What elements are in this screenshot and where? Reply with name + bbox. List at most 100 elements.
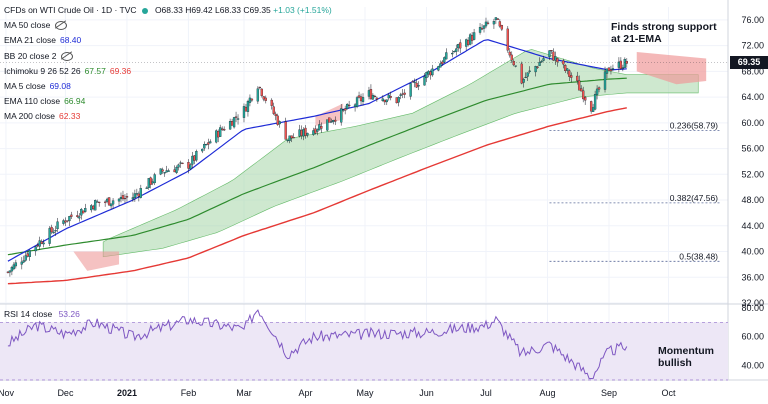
candle-up xyxy=(340,108,343,123)
candle-down xyxy=(556,58,559,63)
hidden-eye-icon[interactable] xyxy=(55,21,68,31)
rsi-line-point xyxy=(368,333,370,335)
candle-up xyxy=(318,124,321,131)
time-axis-label: Nov xyxy=(0,388,14,398)
rsi-line-point xyxy=(257,307,259,309)
candle-down xyxy=(250,98,254,101)
chart-axes: 76.00 72.00 68.00 64.00 60.00 56.00 52.00 48.00… xyxy=(0,15,764,398)
candle-down xyxy=(470,35,474,41)
candle-up xyxy=(330,121,333,123)
candle-down xyxy=(258,86,262,89)
candle-up xyxy=(105,198,109,202)
candle-up xyxy=(595,88,599,95)
rsi-line-point xyxy=(485,324,487,326)
ma200-line-point xyxy=(132,270,134,272)
candle-up xyxy=(540,61,543,63)
candle-up xyxy=(605,68,609,74)
rsi-line-point xyxy=(549,343,551,345)
fibonacci-levels: 0.236(58.79) 0.382(47.56) 0.5(38.48) xyxy=(549,121,720,262)
time-axis-label: 2021 xyxy=(117,388,137,398)
candle-up xyxy=(38,240,41,247)
indicator-row[interactable]: MA 5 close 69.08 xyxy=(4,79,332,94)
indicator-row[interactable]: MA 50 close xyxy=(4,18,332,33)
rsi-line-point xyxy=(287,353,289,355)
candle-up xyxy=(445,52,448,60)
candle-down xyxy=(123,198,127,200)
candle-up xyxy=(54,230,57,232)
candle-down xyxy=(375,97,379,100)
fib-level-label: 0.382(47.56) xyxy=(670,193,718,203)
candle-down xyxy=(66,220,69,222)
candle-down xyxy=(512,60,515,66)
indicator-value: 62.33 xyxy=(59,111,81,122)
price-axis-label: 36.00 xyxy=(741,272,764,282)
ema21-line-point xyxy=(65,228,67,230)
candle-up xyxy=(167,170,170,172)
indicator-row[interactable]: EMA 21 close 68.40 xyxy=(4,33,332,48)
candle-down xyxy=(486,22,490,24)
indicator-row[interactable]: MA 200 close 62.33 xyxy=(4,109,332,124)
ema21-line xyxy=(7,39,627,262)
candle-up xyxy=(153,174,156,184)
candle-up xyxy=(286,139,289,141)
symbol-title[interactable]: CFDs on WTI Crude Oil · 1D · TVC xyxy=(4,5,137,15)
rsi-line-point xyxy=(521,353,523,355)
ma200-line-point xyxy=(426,167,428,169)
candle-down xyxy=(149,177,152,185)
hidden-eye-icon[interactable] xyxy=(61,51,74,61)
candle-down xyxy=(576,75,579,81)
candle-up xyxy=(437,66,440,71)
ema110-line-point xyxy=(626,77,628,79)
candle-down xyxy=(536,66,539,68)
indicator-row[interactable]: EMA 110 close 66.94 xyxy=(4,94,332,109)
price-axis-label: 40.00 xyxy=(741,247,764,257)
rsi-line-point xyxy=(7,343,9,345)
candle-up xyxy=(591,107,595,112)
rsi-line-point xyxy=(132,336,134,338)
ichimoku-cloud xyxy=(73,49,707,271)
candle-up xyxy=(145,187,148,189)
candle-up xyxy=(151,181,154,184)
candle-down xyxy=(92,205,95,209)
candle-up xyxy=(78,216,81,219)
candle-up xyxy=(306,132,309,136)
candle-up xyxy=(109,203,113,207)
time-axis-label: Mar xyxy=(236,388,252,398)
candle-up xyxy=(431,68,434,76)
price-axis-label: 64.00 xyxy=(741,92,764,102)
candle-up xyxy=(232,117,236,128)
candle-down xyxy=(223,129,226,131)
indicator-value: 69.08 xyxy=(49,81,71,92)
ema110-line-point xyxy=(65,244,67,246)
candle-up xyxy=(163,172,166,174)
rsi-label[interactable]: RSI 14 close xyxy=(4,309,53,319)
candle-down xyxy=(161,169,164,172)
indicator-row[interactable]: Ichimoku 9 26 52 26 67.57 69.36 xyxy=(4,64,332,79)
time-axis-label: Oct xyxy=(661,388,676,398)
candle-up xyxy=(179,162,182,164)
candle-up xyxy=(12,264,16,270)
rsi-panel xyxy=(0,307,728,381)
candle-up xyxy=(111,200,115,205)
candle-up xyxy=(566,68,569,71)
candle-up xyxy=(468,34,472,45)
candle-up xyxy=(367,90,371,97)
candle-down xyxy=(193,155,196,161)
candle-down xyxy=(270,99,273,106)
rsi-axis-label: 80.00 xyxy=(741,303,764,313)
ma200-line-point xyxy=(313,212,315,214)
rsi-line-point xyxy=(313,336,315,338)
candle-up xyxy=(14,262,18,267)
price-axis-label: 48.00 xyxy=(741,195,764,205)
candle-up xyxy=(524,76,527,79)
candle-down xyxy=(70,214,73,217)
fib-level-label: 0.236(58.79) xyxy=(670,121,718,131)
candle-down xyxy=(609,69,613,72)
candle-up xyxy=(302,129,305,137)
candle-up xyxy=(548,50,551,57)
candle-up xyxy=(621,67,625,69)
candle-up xyxy=(177,164,180,168)
indicator-row[interactable]: BB 20 close 2 xyxy=(4,49,332,64)
candle-up xyxy=(62,220,65,224)
